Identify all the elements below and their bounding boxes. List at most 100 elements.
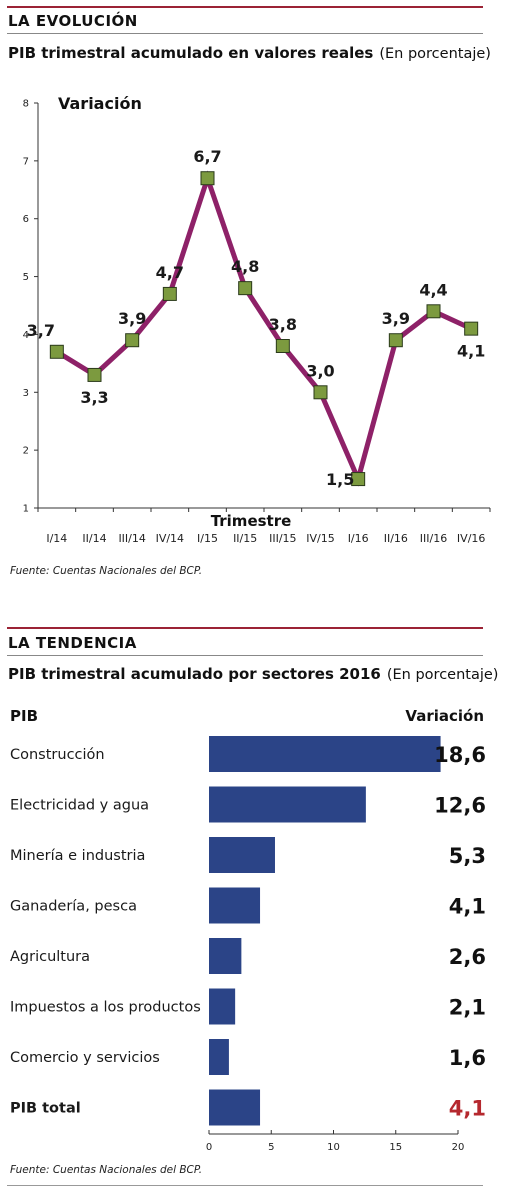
x-tick-label: 0 (206, 1142, 212, 1153)
data-point (125, 333, 140, 348)
x-tick-label: I/15 (197, 532, 218, 545)
x-axis-title: Trimestre (211, 512, 292, 530)
section1-unit: (En porcentaje) (379, 46, 491, 62)
bar-value-label: 2,6 (449, 945, 486, 969)
section2-label: LA TENDENCIA (8, 634, 137, 652)
data-label: 3,9 (382, 309, 410, 328)
section1-underline (7, 33, 483, 34)
bar-category-label: Agricultura (10, 949, 90, 965)
data-label: 3,3 (80, 388, 108, 407)
y-tick-label: 1 (23, 504, 29, 515)
x-tick-label: 10 (327, 1142, 340, 1153)
x-tick-label: IV/14 (156, 532, 184, 545)
line-chart-markers (49, 171, 479, 487)
y-tick-label: 3 (23, 388, 29, 399)
section2-underline (7, 655, 483, 656)
x-tick-label: IV/15 (306, 532, 334, 545)
x-tick-label: I/16 (348, 532, 369, 545)
bar (209, 938, 242, 974)
x-tick-label: 20 (452, 1142, 465, 1153)
y-tick-label: 8 (23, 99, 29, 110)
bar (209, 786, 366, 823)
x-tick-label: II/15 (233, 532, 257, 545)
data-point (388, 333, 403, 348)
y-tick-label: 2 (23, 446, 29, 457)
line-chart-axes: 1 2 3 4 5 6 7 8 I/14 II/14 III/14 IV/14 I/15 II/15 III… (23, 94, 491, 545)
data-point (464, 321, 479, 336)
data-label: 6,7 (193, 147, 221, 166)
data-label: 3,7 (27, 321, 55, 340)
bar-value-label: 2,1 (449, 996, 486, 1020)
section1-source: Fuente: Cuentas Nacionales del BCP. (10, 565, 203, 577)
data-point (313, 385, 328, 400)
section1-title: PIB trimestral acumulado en valores real… (8, 44, 491, 62)
bar-value-label: 4,1 (449, 1097, 486, 1121)
bar-value-label: 4,1 (449, 895, 486, 919)
section2-title-text: PIB trimestral acumulado por sectores 20… (8, 665, 381, 683)
data-label: 4,8 (231, 257, 259, 276)
bar-category-label: Ganadería, pesca (10, 899, 137, 915)
series-line (55, 170, 473, 487)
data-point (162, 286, 177, 301)
bar-chart: PIB Variación Construcción 18,6 Electricid… (10, 707, 486, 1153)
bar-chart-bars: Construcción 18,6 Electricidad y agua 12,6 M… (10, 736, 486, 1126)
bar-value-label: 12,6 (434, 794, 486, 818)
section2-unit: (En porcentaje) (386, 667, 499, 683)
bar-chart-col-right: Variación (405, 707, 484, 725)
line-chart-data-labels: 3,7 3,3 3,9 4,7 6,7 4,8 3,8 3,0 1,5 3,9 4,4 4,1 (27, 147, 486, 489)
data-label: 3,9 (118, 309, 146, 328)
data-label: 4,1 (457, 342, 485, 361)
data-label: 1,5 (326, 470, 354, 489)
bar (209, 887, 261, 924)
bar-category-label: Minería e industria (10, 848, 145, 864)
bar-category-label: Comercio y servicios (10, 1050, 160, 1066)
y-tick-label: 5 (23, 272, 29, 283)
x-tick-label: III/16 (420, 532, 447, 545)
bar-category-label: Construcción (10, 747, 105, 763)
bottom-rule (7, 1185, 483, 1186)
x-tick-label: II/16 (384, 532, 408, 545)
y-axis-title: Variación (58, 94, 142, 113)
x-tick-label: II/14 (82, 532, 106, 545)
bar-chart-axis: 0 5 10 15 20 (206, 1130, 465, 1153)
bar-value-label: 1,6 (449, 1046, 486, 1070)
data-point (200, 171, 215, 186)
bar-value-label: 5,3 (449, 844, 486, 868)
bar-category-label: Impuestos a los productos (10, 1000, 201, 1016)
section1-label: LA EVOLUCIÓN (8, 12, 138, 30)
bar-value-label: 18,6 (434, 743, 486, 767)
data-label: 4,4 (419, 280, 447, 299)
section2-title: PIB trimestral acumulado por sectores 20… (8, 665, 498, 683)
line-chart-series (55, 170, 473, 487)
section1-title-text: PIB trimestral acumulado en valores real… (8, 44, 374, 62)
y-tick-label: 7 (23, 156, 29, 167)
data-label: 3,0 (306, 361, 334, 380)
bar-category-label: PIB total (10, 1101, 81, 1117)
bar (209, 837, 275, 873)
x-tick-label: III/14 (118, 532, 145, 545)
data-point (351, 472, 366, 487)
bar-chart-col-left: PIB (10, 707, 38, 725)
bar (209, 1089, 261, 1126)
line-chart: 1 2 3 4 5 6 7 8 I/14 II/14 III/14 IV/14 I/15 II/15 III… (23, 94, 491, 545)
x-tick-label: 5 (268, 1142, 274, 1153)
data-point (426, 304, 441, 319)
bar (209, 736, 441, 772)
x-tick-label: 15 (389, 1142, 402, 1153)
x-tick-label: III/15 (269, 532, 296, 545)
bar (209, 988, 236, 1025)
y-tick-label: 6 (23, 214, 29, 225)
x-tick-label: IV/16 (457, 532, 485, 545)
section2-source: Fuente: Cuentas Nacionales del BCP. (10, 1164, 203, 1176)
bar-category-label: Electricidad y agua (10, 798, 149, 814)
data-label: 3,8 (269, 315, 297, 334)
y-tick-label: 4 (23, 330, 29, 341)
section2-top-rule (7, 627, 483, 629)
bar (209, 1039, 229, 1075)
data-label: 4,7 (156, 263, 184, 282)
x-tick-label: I/14 (46, 532, 67, 545)
data-point (87, 367, 102, 382)
data-point (49, 344, 64, 359)
data-point (275, 339, 290, 353)
data-point (238, 281, 253, 296)
